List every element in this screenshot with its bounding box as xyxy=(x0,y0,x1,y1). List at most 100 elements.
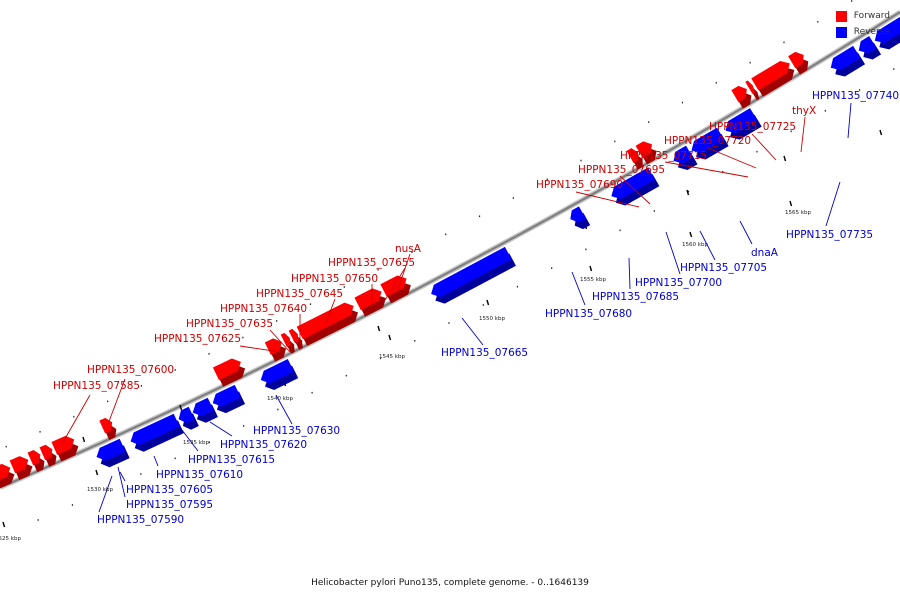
gene-forward xyxy=(212,358,246,387)
gene-leader-line xyxy=(153,455,159,467)
tick-mark-upper xyxy=(783,155,787,162)
minor-tick-lower xyxy=(208,353,210,355)
minor-tick-upper xyxy=(379,357,382,360)
gene-leader-line xyxy=(239,345,281,353)
tick-label: 1565 kbp xyxy=(785,210,811,216)
minor-tick-lower xyxy=(39,430,41,433)
tick-mark xyxy=(789,200,793,207)
major-ticks: 1525 kbp 1530 kbp 1535 kbp 1540 kbp 1545 kbp… xyxy=(0,129,883,542)
gene-leader-line xyxy=(107,378,126,425)
gene-reverse xyxy=(725,108,762,140)
gene-arrow-face xyxy=(570,206,586,223)
gene-arrow-face xyxy=(745,80,755,94)
gene-leader-line xyxy=(98,475,113,513)
gene-label: HPPN135_07740 xyxy=(812,90,899,102)
gene-arrow-face xyxy=(788,51,804,69)
minor-tick-upper xyxy=(345,374,347,377)
tick-label: 1560 kbp xyxy=(682,242,708,248)
minor-tick-lower xyxy=(276,320,278,322)
gene-label: HPPN135_07585 xyxy=(53,380,140,392)
gene-leader-line xyxy=(275,394,293,425)
minor-tick-lower xyxy=(614,140,616,143)
minor-tick-upper xyxy=(277,408,279,411)
gene-arrow-face xyxy=(280,332,291,348)
gene-leader-line xyxy=(384,267,406,301)
gene-arrow-face xyxy=(9,456,29,474)
minor-tick-lower xyxy=(783,41,785,44)
gene-arrow-face xyxy=(192,397,214,417)
genome-caption: Helicobacter pylori Puno135, complete ge… xyxy=(311,578,589,588)
gene-reverse xyxy=(570,206,591,230)
gene-arrow-face xyxy=(431,246,512,298)
gene-arrow-face xyxy=(296,302,354,340)
minor-tick-upper xyxy=(448,322,450,324)
gene-forward xyxy=(0,463,15,489)
gene-leader-line xyxy=(665,231,681,275)
minor-tick-lower xyxy=(478,215,481,218)
minor-tick-lower xyxy=(715,81,717,84)
gene-arrow-face xyxy=(626,148,639,164)
gene-arrow-face xyxy=(858,36,877,54)
gene-leader-line xyxy=(751,133,777,161)
gene-forward xyxy=(635,141,657,165)
gene-label: HPPN135_07650 xyxy=(291,273,378,285)
gene-leader-line xyxy=(619,175,651,205)
gene-leader-line xyxy=(628,257,631,290)
tick-label: 1550 kbp xyxy=(479,316,505,322)
legend-item-forward: Forward xyxy=(835,8,890,24)
gene-arrow-face xyxy=(0,463,11,480)
tick-mark-upper xyxy=(377,325,381,332)
gene-leader-line xyxy=(269,329,291,353)
minor-tick-lower xyxy=(681,101,684,104)
gene-arrow-face xyxy=(635,141,653,158)
legend: Forward Reverse xyxy=(835,8,890,40)
gene-forward xyxy=(751,61,795,97)
gene-label: HPPN135_07690 xyxy=(536,179,623,191)
gene-arrow-face xyxy=(178,406,195,424)
minor-tick-upper xyxy=(482,304,484,306)
tick-mark xyxy=(2,521,6,528)
tick-mark xyxy=(589,265,593,272)
gene-label: HPPN135_07655 xyxy=(328,257,415,269)
gene-leader-line xyxy=(61,394,91,445)
gene-label: HPPN135_07685 xyxy=(592,291,679,303)
tick-mark-upper xyxy=(686,189,690,196)
minor-tick-lower xyxy=(580,159,582,162)
minor-tick-lower xyxy=(512,197,514,199)
tick-label: 1535 kbp xyxy=(183,440,209,446)
minor-tick-lower xyxy=(5,445,7,448)
gene-forward xyxy=(745,80,760,101)
gene-leader-line xyxy=(575,191,640,208)
minor-tick-lower xyxy=(174,369,176,371)
tick-mark xyxy=(388,334,392,341)
minor-tick-upper xyxy=(311,391,313,394)
gene-forward xyxy=(51,435,79,462)
reverse-swatch-icon xyxy=(835,26,847,38)
minor-tick-lower xyxy=(309,303,312,305)
gene-label: HPPN135_07725 xyxy=(709,121,796,133)
gene-leader-line xyxy=(324,298,336,326)
minor-tick-lower xyxy=(73,415,75,418)
gene-forward xyxy=(39,444,57,467)
minor-tick-upper xyxy=(858,89,861,91)
gene-arrow-face xyxy=(751,61,790,91)
gene-leader-line xyxy=(571,271,586,306)
gene-arrow-face xyxy=(51,435,75,455)
gene-forward xyxy=(9,456,33,480)
gene-arrow-face xyxy=(874,16,900,43)
gene-label: HPPN135_07595 xyxy=(126,499,213,511)
gene-label: HPPN135_07635 xyxy=(186,318,273,330)
forward-swatch-icon xyxy=(835,10,847,22)
tick-mark-upper xyxy=(879,129,883,136)
minor-tick-dots xyxy=(5,0,895,521)
tick-label: 1530 kbp xyxy=(87,487,113,493)
minor-tick-upper xyxy=(722,170,724,173)
minor-tick-lower xyxy=(107,400,109,403)
gene-arrow-face xyxy=(27,449,41,466)
gene-label: HPPN135_07700 xyxy=(635,277,722,289)
minor-tick-upper xyxy=(687,190,690,193)
gene-arrow-face xyxy=(260,358,294,384)
gene-leader-line xyxy=(396,253,411,293)
tick-mark xyxy=(689,231,693,238)
